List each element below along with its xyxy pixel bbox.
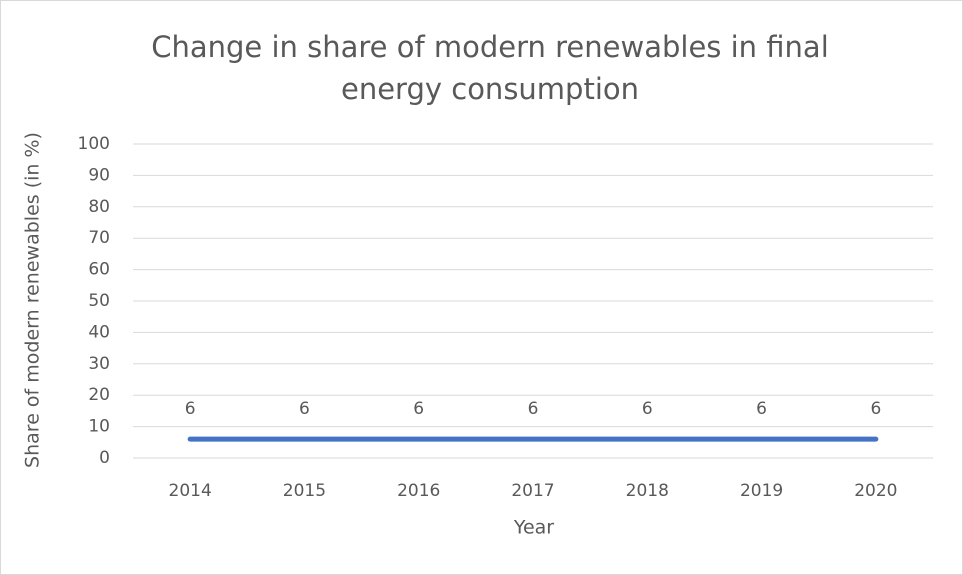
data-label: 6 xyxy=(870,399,881,419)
x-tick-label: 2014 xyxy=(169,481,212,501)
y-tick-label: 100 xyxy=(78,134,110,154)
y-tick-label: 80 xyxy=(88,197,110,217)
y-tick-label: 20 xyxy=(88,385,110,405)
y-tick-label: 90 xyxy=(88,165,110,185)
y-tick-label: 0 xyxy=(99,448,110,468)
y-tick-label: 30 xyxy=(88,354,110,374)
x-tick-label: 2015 xyxy=(283,481,326,501)
y-tick-label: 10 xyxy=(88,417,110,437)
x-tick-label: 2019 xyxy=(740,481,783,501)
y-tick-label: 60 xyxy=(88,260,110,280)
data-label: 6 xyxy=(413,399,424,419)
x-tick-label: 2017 xyxy=(511,481,554,501)
y-axis-title: Share of modern renewables (in %) xyxy=(22,132,44,468)
data-label: 6 xyxy=(642,399,653,419)
y-tick-label: 50 xyxy=(88,291,110,311)
data-label: 6 xyxy=(528,399,539,419)
y-tick-label: 70 xyxy=(88,228,110,248)
x-axis-title: Year xyxy=(513,517,554,539)
x-tick-label: 2016 xyxy=(397,481,440,501)
data-label: 6 xyxy=(299,399,310,419)
data-label: 6 xyxy=(756,399,767,419)
data-label: 6 xyxy=(185,399,196,419)
y-tick-label: 40 xyxy=(88,322,110,342)
x-tick-label: 2018 xyxy=(626,481,669,501)
chart-title: Change in share of modern renewables in … xyxy=(151,30,829,106)
x-tick-label: 2020 xyxy=(854,481,897,501)
